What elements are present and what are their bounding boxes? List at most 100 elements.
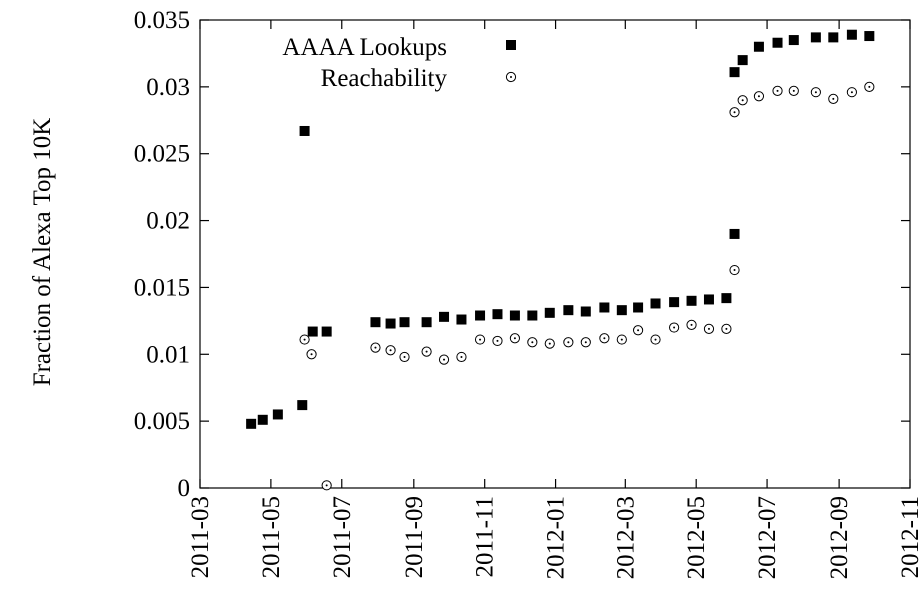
plot-frame [199,19,911,489]
reachability-point [788,85,799,96]
aaaa-lookups-point [370,317,381,328]
reachability-point [669,322,680,333]
aaaa-lookups-point [321,326,332,337]
aaaa-lookups-point [788,35,799,46]
reachability-point [438,354,450,365]
aaaa-lookups-point [616,305,627,316]
aaaa-lookups-point [772,37,783,48]
y-tick-label: 0.025 [134,141,190,168]
aaaa-lookups-point [272,409,283,420]
x-tick-label: 2011-03 [187,496,214,578]
legend: AAAA Lookups Reachability [282,34,517,92]
x-tick-label: 2012-07 [754,496,781,579]
aaaa-lookups-point [828,32,839,43]
aaaa-lookups-point [753,41,764,52]
aaaa-lookups-point [307,326,318,337]
aaaa-lookups-point [580,306,591,317]
y-tick-label: 0 [178,475,191,502]
y-tick-label: 0.015 [134,274,190,301]
aaaa-lookups-point [492,309,503,320]
aaaa-lookups-point [729,228,740,239]
reachability-point [729,264,740,276]
y-tick-label: 0.005 [134,408,190,435]
reachability-point [399,351,410,363]
y-tick-label: 0.01 [146,341,190,368]
reachability-point [563,337,574,348]
aaaa-lookups-point [385,318,396,329]
legend-marker-aaaa-lookups [506,40,516,50]
reachability-point [753,91,765,102]
aaaa-lookups-point [527,310,538,321]
y-tick-label: 0.03 [146,74,190,101]
reachability-point [599,333,610,344]
aaaa-lookups-point [257,414,268,425]
legend-marker-reachability [505,71,517,83]
aaaa-lookups-point [475,310,486,321]
x-tick-label: 2012-09 [826,496,853,579]
reachability-point [370,342,381,353]
aaaa-lookups-point [721,293,732,304]
reachability-point [527,337,538,348]
reachability-point [474,334,486,345]
reachability-point [385,345,396,356]
aaaa-lookups-point [456,314,467,325]
aaaa-lookups-point [509,310,520,321]
reachability-point [737,95,748,106]
y-axis: 0 0.005 0.01 0.015 0.02 0.025 0.03 0.035 [134,7,910,502]
reachability-point [632,325,644,336]
aaaa-lookups-point [650,298,661,309]
reachability-point [810,87,821,98]
aaaa-lookups-point [399,317,410,328]
aaaa-lookups-point [669,297,680,308]
reachability-point [306,349,317,360]
x-tick-label: 2011-05 [258,496,285,578]
y-tick-label: 0.035 [134,7,190,34]
aaaa-lookups-point [810,32,821,43]
aaaa-lookups-point [633,302,644,313]
aaaa-lookups-point [544,307,555,318]
aaaa-lookups-point [846,29,857,40]
aaaa-lookups-point [737,55,748,66]
data-points-layer [246,29,875,491]
x-tick-label: 2012-11 [897,496,921,578]
reachability-point [421,346,432,357]
reachability-point [828,93,839,104]
x-tick-label: 2012-05 [683,496,710,579]
plot-frame-layer [199,19,911,489]
reachability-point [721,323,732,334]
aaaa-lookups-point [246,418,257,429]
x-tick-label: 2011-07 [329,496,356,578]
reachability-point [729,107,740,118]
x-tick-label: 2012-03 [612,496,639,579]
aaaa-lookups-point [864,31,875,42]
aaaa-lookups-point [703,294,714,305]
x-tick-label: 2011-09 [401,496,428,578]
reachability-point [650,334,661,345]
reachability-point [456,351,467,363]
y-tick-label: 0.02 [146,208,190,235]
aaaa-lookups-point [421,317,432,328]
reachability-point [703,323,715,334]
aaaa-lookups-point [299,125,310,136]
reachability-point [321,480,332,491]
aaaa-lookups-point [297,400,308,411]
reachability-point [616,334,627,345]
legend-label-aaaa-lookups: AAAA Lookups [282,34,447,61]
aaaa-lookups-point [439,311,450,322]
legend-label-reachability: Reachability [321,65,448,92]
aaaa-lookups-point [729,67,740,78]
reachability-point [686,319,697,330]
reachability-point [492,335,503,347]
reachability-point [299,334,310,345]
reachability-point [544,338,555,349]
aaaa-lookups-point [686,295,697,306]
x-tick-label: 2012-01 [543,496,570,579]
reachability-point [580,337,591,348]
aaaa-lookups-point [563,305,574,316]
reachability-point [772,85,783,96]
x-tick-label: 2011-11 [472,496,499,577]
x-axis: 2011-03 2011-05 2011-07 2011-09 2011-11 2012-… [187,20,921,579]
reachability-point [864,81,875,92]
y-axis-title: Fraction of Alexa Top 10K [29,118,56,387]
